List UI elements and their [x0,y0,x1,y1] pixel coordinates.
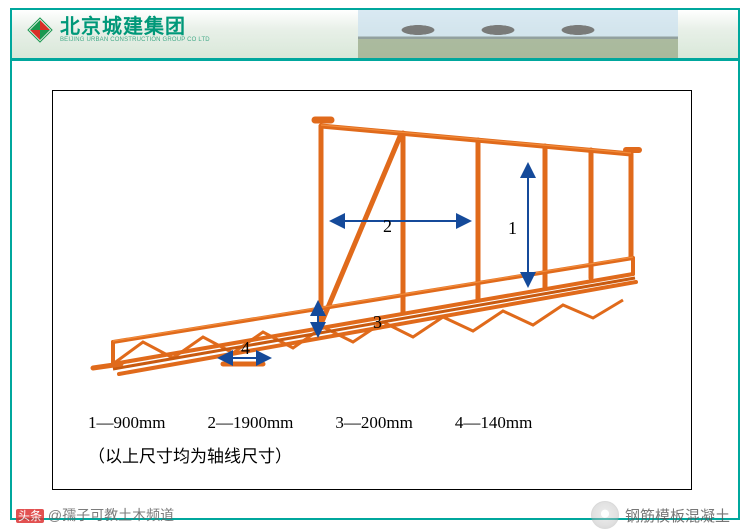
dim-3: 3—200mm [335,413,412,433]
watermark-right-text: 钢筋模板混凝土 [625,505,730,526]
truss-diagram: 1 2 3 4 [73,106,673,386]
anno-2: 2 [383,216,392,236]
anno-1: 1 [508,218,517,238]
toutiao-handle: @孺子可教土木频道 [48,507,174,523]
brand-logo-icon [26,16,54,44]
anno-4: 4 [241,338,250,358]
slide-frame: 北京城建集团 BEIJING URBAN CONSTRUCTION GROUP … [10,8,740,520]
dimension-legend: 1—900mm 2—1900mm 3—200mm 4—140mm [88,413,532,433]
dim-2: 2—1900mm [207,413,293,433]
brand-text: 北京城建集团 BEIJING URBAN CONSTRUCTION GROUP … [60,17,210,43]
figure-box: 1 2 3 4 1—900mm 2—1900mm 3—200mm 4—140mm… [52,90,692,490]
watermark-toutiao: 头条 @孺子可教土木频道 [16,505,174,525]
header-overpass-photo [358,10,678,58]
brand-name-zh: 北京城建集团 [60,17,210,37]
wechat-badge-icon [591,501,619,529]
watermark-right: 钢筋模板混凝土 [591,501,730,529]
slide-header: 北京城建集团 BEIJING URBAN CONSTRUCTION GROUP … [12,10,738,58]
toutiao-badge: 头条 [16,509,44,523]
anno-3: 3 [373,312,382,332]
header-underline [12,58,738,61]
dimension-note: （以上尺寸均为轴线尺寸） [88,442,292,467]
dim-1: 1—900mm [88,413,165,433]
brand-name-en: BEIJING URBAN CONSTRUCTION GROUP CO LTD [60,37,210,43]
dim-4: 4—140mm [455,413,532,433]
brand-block: 北京城建集团 BEIJING URBAN CONSTRUCTION GROUP … [26,16,210,44]
